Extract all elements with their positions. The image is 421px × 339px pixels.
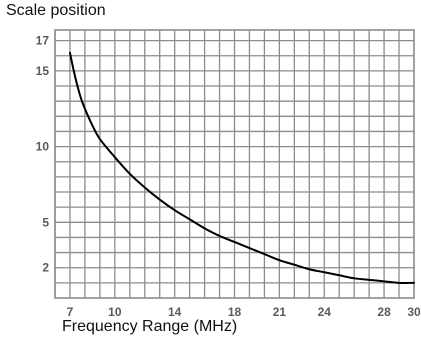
grid <box>54 30 414 298</box>
y-tick-label: 5 <box>42 215 49 229</box>
chart-title: Scale position <box>6 2 106 19</box>
x-tick-label: 30 <box>407 305 421 319</box>
series-layer <box>68 51 415 284</box>
x-tick-label: 24 <box>318 305 332 319</box>
y-tick-label: 2 <box>42 261 49 275</box>
x-tick-label: 21 <box>273 305 287 319</box>
series-line <box>68 51 415 284</box>
x-tick-labels: 7 10 14 18 21 24 28 30 <box>67 305 421 319</box>
x-tick-label: 18 <box>228 305 242 319</box>
y-tick-label: 17 <box>36 34 50 48</box>
y-tick-label: 10 <box>36 140 50 154</box>
y-tick-labels: 2 5 10 15 17 <box>36 34 50 275</box>
x-tick-label: 28 <box>377 305 391 319</box>
y-tick-label: 15 <box>36 64 50 78</box>
x-tick-label: 7 <box>67 305 74 319</box>
plot-frame <box>54 29 415 299</box>
x-axis-label: Frequency Range (MHz) <box>62 318 238 335</box>
x-tick-label: 14 <box>168 305 182 319</box>
x-tick-label: 10 <box>108 305 122 319</box>
